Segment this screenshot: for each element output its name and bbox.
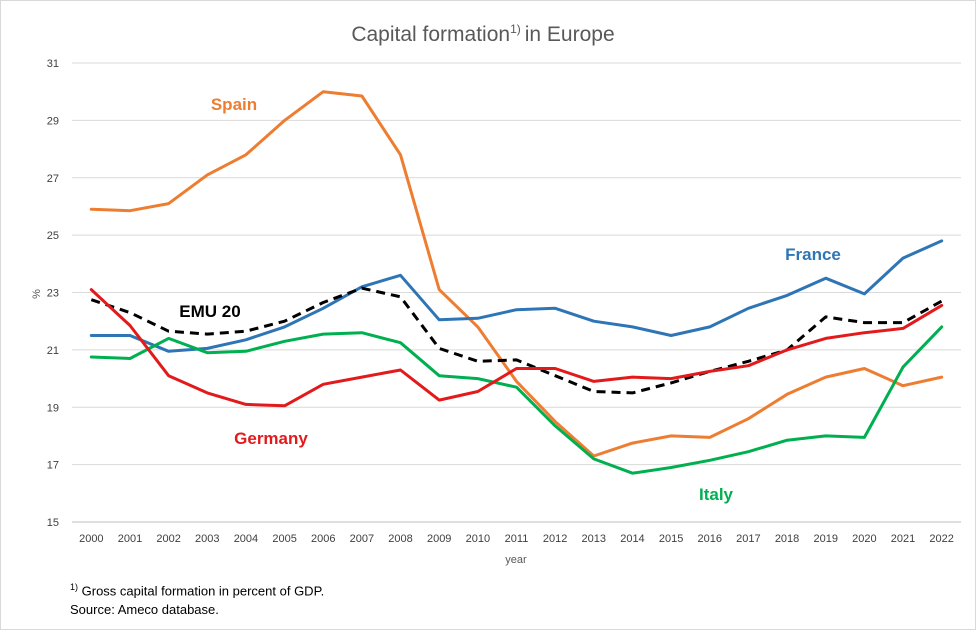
source-line: Source: Ameco database.: [70, 602, 219, 618]
x-tick-2006: 2006: [311, 533, 335, 545]
x-tick-2019: 2019: [813, 533, 837, 545]
series-label-france: France: [785, 245, 841, 264]
x-tick-2013: 2013: [582, 533, 606, 545]
x-tick-2004: 2004: [234, 533, 258, 545]
x-tick-2020: 2020: [852, 533, 876, 545]
x-tick-2010: 2010: [466, 533, 490, 545]
x-tick-2011: 2011: [505, 533, 529, 545]
x-tick-2018: 2018: [775, 533, 799, 545]
series-label-spain: Spain: [211, 95, 257, 114]
y-tick-19: 19: [47, 402, 59, 414]
series-line-spain: [89, 90, 944, 458]
x-tick-2015: 2015: [659, 533, 683, 545]
x-tick-2008: 2008: [388, 533, 412, 545]
y-tick-27: 27: [47, 173, 59, 185]
y-tick-21: 21: [47, 345, 59, 357]
x-tick-2022: 2022: [929, 533, 953, 545]
x-tick-2001: 2001: [118, 533, 142, 545]
y-tick-23: 23: [47, 288, 59, 300]
x-tick-2003: 2003: [195, 533, 219, 545]
chart-title: Capital formation1) in Europe: [351, 22, 614, 46]
chart-title-main: Capital formation: [351, 23, 510, 46]
x-tick-labels: 2000 2001 2002 2003 2004 2005 2006 2007 2008 2009…: [79, 533, 954, 545]
x-tick-2016: 2016: [698, 533, 722, 545]
series-label-emu-20: EMU 20: [179, 302, 240, 321]
x-tick-2000: 2000: [79, 533, 103, 545]
x-tick-2017: 2017: [736, 533, 760, 545]
footnote-text: Gross capital formation in percent of GD…: [81, 583, 325, 599]
series-label-germany: Germany: [234, 429, 308, 448]
series-line-emu-20: [90, 286, 943, 395]
series-line-germany: [89, 288, 944, 408]
x-tick-2007: 2007: [350, 533, 374, 545]
x-tick-2005: 2005: [272, 533, 296, 545]
series-line-france: [89, 239, 944, 353]
footnote-marker: 1): [70, 582, 79, 592]
series-lines: [89, 90, 944, 475]
x-axis-label: year: [505, 554, 527, 566]
footnote: 1) Gross capital formation in percent of…: [70, 578, 324, 619]
x-tick-2012: 2012: [543, 533, 567, 545]
x-tick-2014: 2014: [620, 533, 644, 545]
y-tick-17: 17: [47, 460, 59, 472]
y-tick-15: 15: [47, 517, 59, 529]
series-line-italy: [89, 325, 944, 475]
series-label-italy: Italy: [699, 485, 734, 504]
gridlines: [72, 62, 961, 523]
x-tick-2009: 2009: [427, 533, 451, 545]
y-tick-25: 25: [47, 230, 59, 242]
chart-title-suffix: in Europe: [525, 23, 615, 46]
x-tick-2002: 2002: [156, 533, 180, 545]
x-tick-2021: 2021: [891, 533, 915, 545]
y-tick-labels: 15 17 19 21 23 25 27 29 31: [47, 58, 59, 529]
y-tick-31: 31: [47, 58, 59, 70]
y-axis-label: %: [31, 289, 43, 299]
y-tick-29: 29: [47, 115, 59, 127]
chart-title-superscript: 1): [510, 22, 521, 36]
footnote-line: 1) Gross capital formation in percent of…: [70, 578, 324, 600]
series-labels: Spain France EMU 20 Germany Italy: [179, 95, 841, 504]
